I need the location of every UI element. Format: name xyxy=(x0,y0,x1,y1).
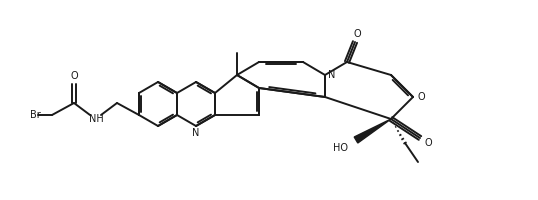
Text: O: O xyxy=(417,92,425,102)
Text: NH: NH xyxy=(89,114,103,124)
Text: N: N xyxy=(192,128,200,138)
Polygon shape xyxy=(354,119,391,143)
Text: O: O xyxy=(353,29,361,39)
Text: HO: HO xyxy=(333,143,348,153)
Text: O: O xyxy=(70,71,78,81)
Text: N: N xyxy=(328,70,336,80)
Text: O: O xyxy=(424,138,432,148)
Text: Br: Br xyxy=(30,110,41,120)
